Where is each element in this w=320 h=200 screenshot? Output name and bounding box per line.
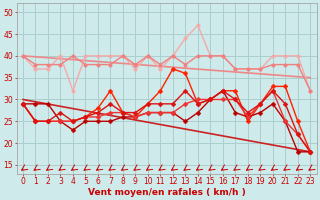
- X-axis label: Vent moyen/en rafales ( km/h ): Vent moyen/en rafales ( km/h ): [88, 188, 245, 197]
